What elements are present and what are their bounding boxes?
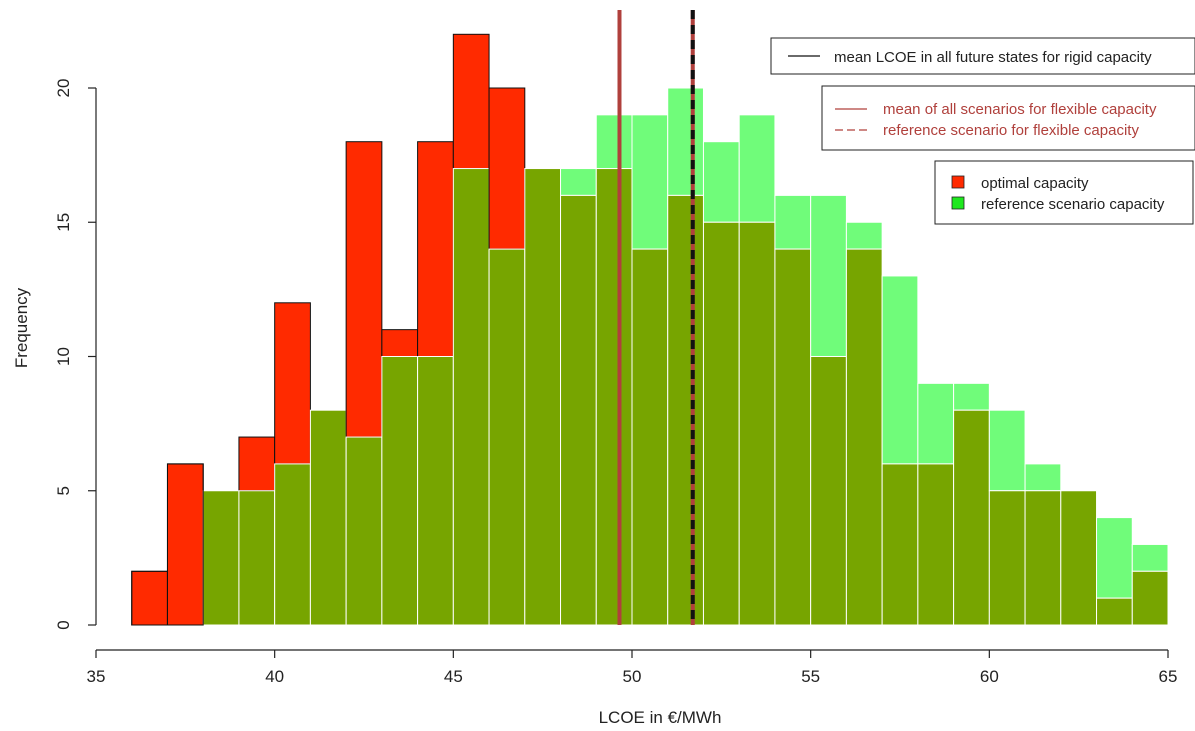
bar-reference-excess	[631, 114, 669, 250]
bar-reference-excess	[810, 194, 847, 357]
x-tick-label: 65	[1159, 667, 1178, 686]
legend-rigid: mean LCOE in all future states for rigid…	[770, 37, 1195, 75]
bar-reference-excess	[881, 275, 919, 465]
legend-optimal-label: optimal capacity	[981, 175, 1089, 192]
bar-optimal-excess	[488, 87, 526, 250]
legend-rigid-label: mean LCOE in all future states for rigid…	[834, 49, 1152, 66]
bar-overlap	[631, 248, 669, 626]
bar-reference-excess	[988, 409, 1026, 492]
bar-optimal-excess	[417, 141, 454, 357]
bar-overlap	[417, 356, 454, 626]
reference-lines-layer	[617, 10, 695, 625]
y-tick-label: 0	[54, 620, 73, 629]
legend-reference-label: reference scenario capacity	[981, 196, 1165, 213]
bars-layer	[131, 33, 1169, 626]
bar-reference-excess	[1131, 543, 1169, 572]
bar-overlap	[452, 168, 490, 626]
bar-reference-excess	[917, 382, 955, 465]
bar-overlap	[524, 168, 562, 626]
bar-reference-excess	[595, 114, 633, 170]
bar-reference-excess	[774, 194, 812, 250]
bar-reference-excess	[560, 168, 597, 196]
x-tick-label: 55	[801, 667, 820, 686]
bar-overlap	[953, 409, 990, 626]
bar-optimal-excess	[345, 141, 383, 438]
bar-overlap	[810, 356, 847, 626]
bar-reference-excess	[953, 382, 990, 411]
legend-optimal-swatch	[951, 175, 965, 189]
bar-overlap	[202, 490, 240, 626]
bar-overlap	[988, 490, 1026, 626]
bar-overlap	[345, 436, 383, 626]
y-tick-label: 20	[54, 79, 73, 98]
bar-overlap	[667, 194, 704, 626]
bar-reference-excess	[738, 114, 776, 223]
bar-overlap	[1096, 597, 1133, 626]
bar-overlap	[917, 463, 955, 626]
bar-reference-excess	[702, 141, 740, 223]
y-tick-label: 15	[54, 213, 73, 232]
bar-optimal-excess	[274, 302, 311, 465]
x-axis-label: LCOE in €/MWh	[599, 708, 722, 727]
bar-overlap	[1024, 490, 1062, 626]
bar-optimal-excess	[166, 463, 204, 626]
bar-reference-excess	[1096, 517, 1133, 599]
y-tick-label: 5	[54, 486, 73, 495]
y-axis-label: Frequency	[12, 287, 31, 368]
x-tick-label: 45	[444, 667, 463, 686]
bar-optimal-excess	[452, 33, 490, 170]
bar-reference-excess	[667, 87, 704, 196]
x-tick-label: 35	[87, 667, 106, 686]
bar-optimal-excess	[381, 329, 419, 357]
bar-overlap	[1060, 490, 1098, 626]
bar-overlap	[845, 248, 883, 626]
bar-overlap	[881, 463, 919, 626]
x-ticks-layer: 35 40 45 50 55 60 65	[87, 650, 1178, 686]
bar-optimal-excess	[131, 570, 168, 626]
bar-overlap	[1131, 570, 1169, 626]
y-tick-label: 10	[54, 347, 73, 366]
bar-overlap	[309, 409, 347, 626]
bar-overlap	[702, 221, 740, 626]
bar-optimal-excess	[238, 436, 276, 492]
bar-reference-excess	[1024, 463, 1062, 492]
legend-capacity: optimal capacity reference scenario capa…	[934, 160, 1194, 225]
bar-reference-excess	[845, 221, 883, 250]
x-tick-label: 50	[623, 667, 642, 686]
legend-flexible-reference-label: reference scenario for flexible capacity	[883, 122, 1139, 139]
legend-reference-swatch	[951, 196, 965, 210]
y-ticks-layer: 0 5 10 15 20	[54, 79, 96, 630]
bar-overlap	[238, 490, 276, 626]
bar-overlap	[488, 248, 526, 626]
x-tick-label: 60	[980, 667, 999, 686]
legend-flexible-box	[821, 85, 1195, 151]
legend-flexible-mean-label: mean of all scenarios for flexible capac…	[883, 101, 1157, 118]
legend-rigid-box	[770, 37, 1195, 75]
legend-capacity-box	[934, 160, 1194, 225]
bar-overlap	[560, 194, 597, 626]
x-tick-label: 40	[265, 667, 284, 686]
bar-overlap	[595, 168, 633, 626]
bar-overlap	[381, 356, 419, 626]
bar-overlap	[774, 248, 812, 626]
bar-overlap	[738, 221, 776, 626]
bar-optimal-outline	[166, 463, 204, 626]
legend-flexible: mean of all scenarios for flexible capac…	[821, 85, 1195, 151]
bar-overlap	[274, 463, 311, 626]
